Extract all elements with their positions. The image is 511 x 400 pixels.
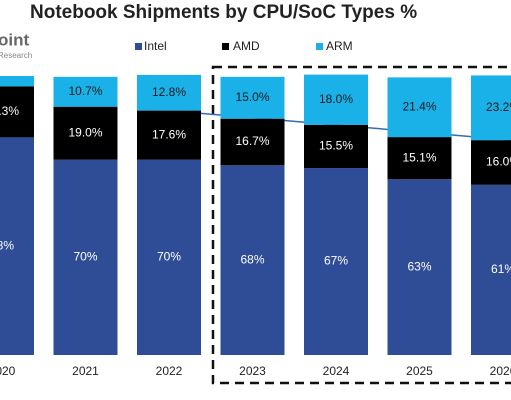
- bar-segment: [220, 165, 285, 355]
- forecast-box: [211, 65, 511, 385]
- logo-sub: Research: [0, 51, 32, 60]
- value-label: 15.5%: [319, 139, 353, 153]
- bar-segment: [53, 76, 118, 107]
- bar-segment: [0, 137, 34, 355]
- value-label: 18.3%: [0, 104, 19, 118]
- bar-segment: [53, 106, 118, 160]
- bar-segment: [53, 159, 118, 355]
- value-label: 23.2%: [486, 100, 511, 114]
- x-tick-label: 2022: [156, 364, 183, 378]
- x-tick-label: 2020: [0, 364, 16, 378]
- x-tick-label: 2023: [239, 364, 266, 378]
- legend-swatch: [222, 43, 229, 50]
- legend-label: AMD: [233, 39, 260, 53]
- value-label: 18.0%: [319, 92, 353, 106]
- x-tick-label: 2025: [406, 364, 433, 378]
- legend-swatch: [135, 43, 142, 50]
- value-label: 78%: [0, 238, 14, 252]
- bar-segment: [304, 168, 368, 355]
- legend-swatch: [316, 43, 323, 50]
- value-label: 21.4%: [402, 99, 436, 113]
- bar-segment: [137, 110, 201, 160]
- logo: oint: [0, 30, 29, 49]
- value-label: 68%: [240, 252, 264, 266]
- x-tick-label: 2021: [72, 364, 99, 378]
- x-tick-label: 2026: [490, 364, 511, 378]
- value-label: 17.6%: [152, 127, 186, 141]
- bar-segment: [137, 159, 201, 355]
- bar-segment: [220, 118, 285, 166]
- bar-segment: [471, 184, 511, 355]
- legend-label: ARM: [326, 39, 353, 53]
- bar-segment: [137, 74, 201, 111]
- bar-segment: [0, 76, 34, 87]
- bar-segment: [387, 137, 452, 180]
- value-label: 70%: [157, 250, 181, 264]
- value-label: 15.1%: [402, 150, 436, 164]
- legend-label: Intel: [144, 39, 167, 53]
- value-label: 63%: [407, 259, 431, 273]
- value-label: 10.7%: [68, 84, 102, 98]
- value-label: 67%: [324, 254, 348, 268]
- value-label: 16.7%: [235, 134, 269, 148]
- chart-title: Notebook Shipments by CPU/SoC Types %: [30, 2, 417, 23]
- value-label: 12.8%: [152, 85, 186, 99]
- bar-segment: [471, 140, 511, 185]
- value-label: 15.0%: [235, 90, 269, 104]
- x-tick-label: 2024: [323, 364, 350, 378]
- value-label: 70%: [73, 250, 97, 264]
- bar-segment: [220, 76, 285, 119]
- value-label: 19.0%: [68, 125, 102, 139]
- value-label: 61%: [491, 262, 511, 276]
- bar-segment: [304, 124, 368, 169]
- bar-segment: [304, 74, 368, 125]
- value-label: 16.0%: [486, 155, 511, 169]
- bar-segment: [387, 77, 452, 138]
- bar-segment: [471, 75, 511, 141]
- bar-segment: [387, 179, 452, 355]
- bar-segment: [0, 86, 34, 138]
